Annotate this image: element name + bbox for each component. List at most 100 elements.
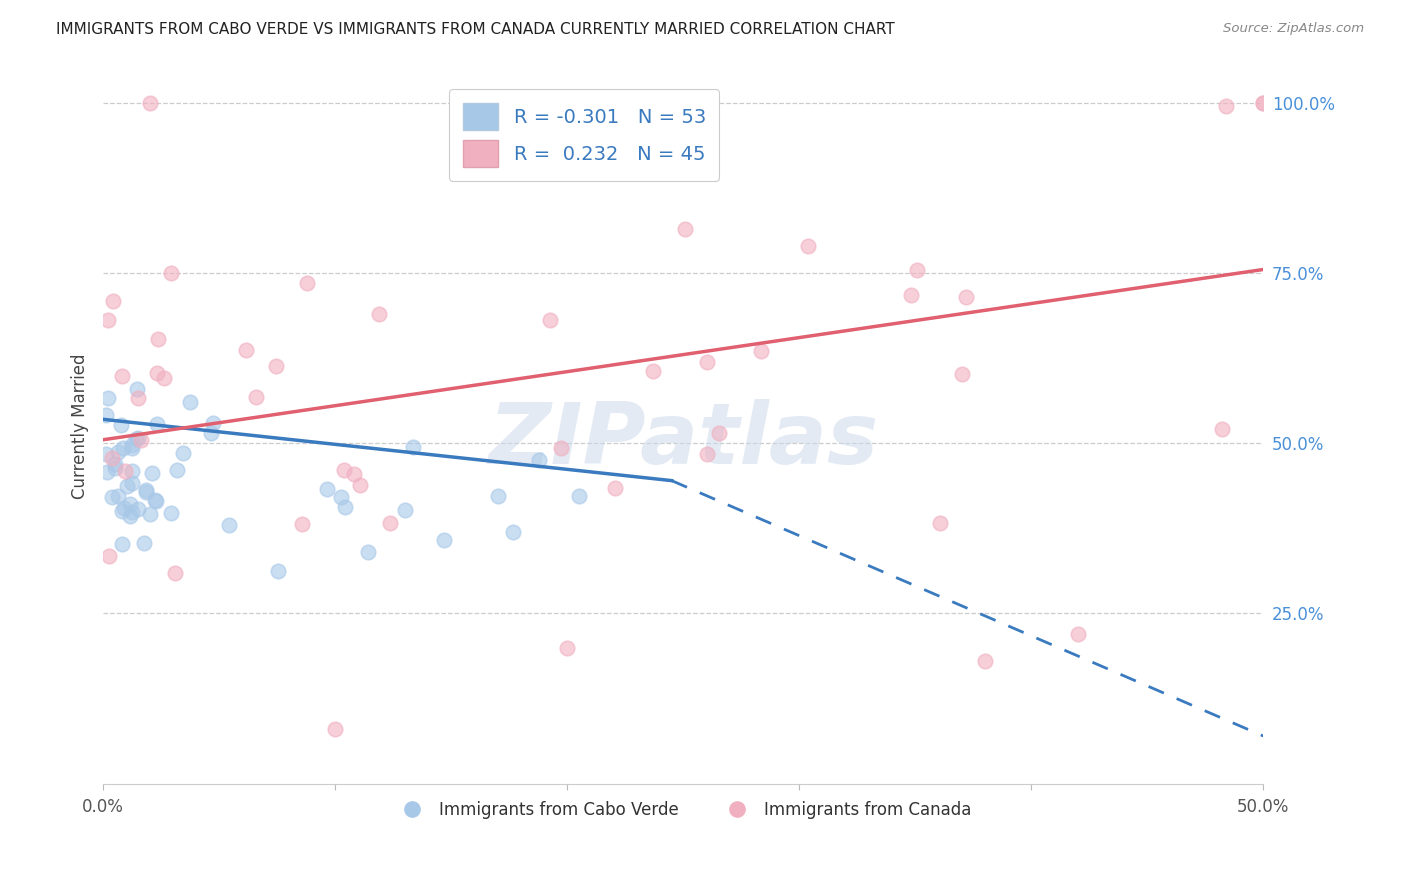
Point — [104, 461, 127, 475]
Point — [1253, 95, 1275, 110]
Point — [955, 290, 977, 304]
Point — [141, 466, 163, 480]
Point — [218, 518, 240, 533]
Y-axis label: Currently Married: Currently Married — [72, 353, 89, 499]
Point — [295, 276, 318, 290]
Point — [124, 432, 146, 446]
Point — [330, 490, 353, 504]
Point — [291, 516, 314, 531]
Point — [121, 441, 143, 455]
Text: IMMIGRANTS FROM CABO VERDE VS IMMIGRANTS FROM CANADA CURRENTLY MARRIED CORRELATI: IMMIGRANTS FROM CABO VERDE VS IMMIGRANTS… — [56, 22, 896, 37]
Point — [104, 457, 127, 471]
Point — [538, 313, 561, 327]
Point — [97, 313, 120, 327]
Point — [707, 425, 730, 440]
Point — [101, 293, 124, 308]
Point — [129, 433, 152, 447]
Point — [797, 239, 820, 253]
Point — [555, 640, 578, 655]
Point — [696, 355, 718, 369]
Point — [603, 481, 626, 495]
Point — [135, 485, 157, 500]
Point — [112, 500, 135, 515]
Point — [394, 503, 416, 517]
Point — [117, 479, 139, 493]
Point — [138, 95, 160, 110]
Point — [107, 489, 129, 503]
Point — [974, 654, 997, 668]
Point — [111, 536, 134, 550]
Point — [349, 477, 371, 491]
Point — [267, 564, 290, 578]
Point — [94, 408, 117, 422]
Point — [143, 493, 166, 508]
Point — [929, 516, 952, 531]
Point — [905, 262, 928, 277]
Point — [146, 332, 169, 346]
Point — [127, 431, 149, 445]
Point — [950, 367, 973, 381]
Point — [96, 447, 118, 461]
Point — [568, 489, 591, 503]
Text: Source: ZipAtlas.com: Source: ZipAtlas.com — [1223, 22, 1364, 36]
Point — [121, 464, 143, 478]
Point — [402, 440, 425, 454]
Point — [112, 441, 135, 455]
Point — [121, 505, 143, 519]
Point — [96, 465, 118, 479]
Point — [110, 417, 132, 432]
Point — [550, 441, 572, 455]
Point — [433, 533, 456, 548]
Point — [110, 504, 132, 518]
Point — [488, 489, 510, 503]
Point — [166, 463, 188, 477]
Point — [323, 723, 346, 737]
Point — [200, 426, 222, 441]
Point — [145, 494, 167, 508]
Point — [97, 391, 120, 405]
Point — [160, 506, 183, 520]
Point — [332, 463, 354, 477]
Point — [120, 497, 142, 511]
Point — [146, 366, 169, 380]
Point — [696, 447, 718, 461]
Point — [127, 382, 149, 396]
Point — [367, 307, 389, 321]
Point — [343, 467, 366, 481]
Point — [245, 390, 267, 404]
Point — [152, 371, 174, 385]
Point — [357, 545, 380, 559]
Point — [378, 516, 401, 531]
Point — [316, 482, 339, 496]
Text: ZIPatlas: ZIPatlas — [488, 399, 879, 482]
Point — [127, 391, 149, 405]
Point — [673, 222, 696, 236]
Point — [749, 343, 772, 358]
Point — [111, 369, 134, 384]
Point — [146, 417, 169, 432]
Point — [160, 266, 183, 280]
Point — [1211, 422, 1233, 436]
Point — [127, 502, 149, 516]
Point — [643, 364, 665, 378]
Point — [235, 343, 257, 357]
Point — [118, 508, 141, 523]
Point — [1253, 95, 1275, 110]
Point — [527, 453, 550, 467]
Point — [121, 476, 143, 491]
Point — [202, 416, 225, 430]
Point — [266, 359, 288, 373]
Point — [97, 549, 120, 563]
Point — [100, 450, 122, 465]
Point — [502, 524, 524, 539]
Point — [101, 490, 124, 504]
Point — [172, 446, 194, 460]
Point — [1215, 99, 1237, 113]
Point — [333, 500, 356, 514]
Point — [163, 566, 186, 581]
Legend: Immigrants from Cabo Verde, Immigrants from Canada: Immigrants from Cabo Verde, Immigrants f… — [389, 794, 977, 825]
Point — [114, 464, 136, 478]
Point — [179, 394, 201, 409]
Point — [107, 445, 129, 459]
Point — [138, 507, 160, 521]
